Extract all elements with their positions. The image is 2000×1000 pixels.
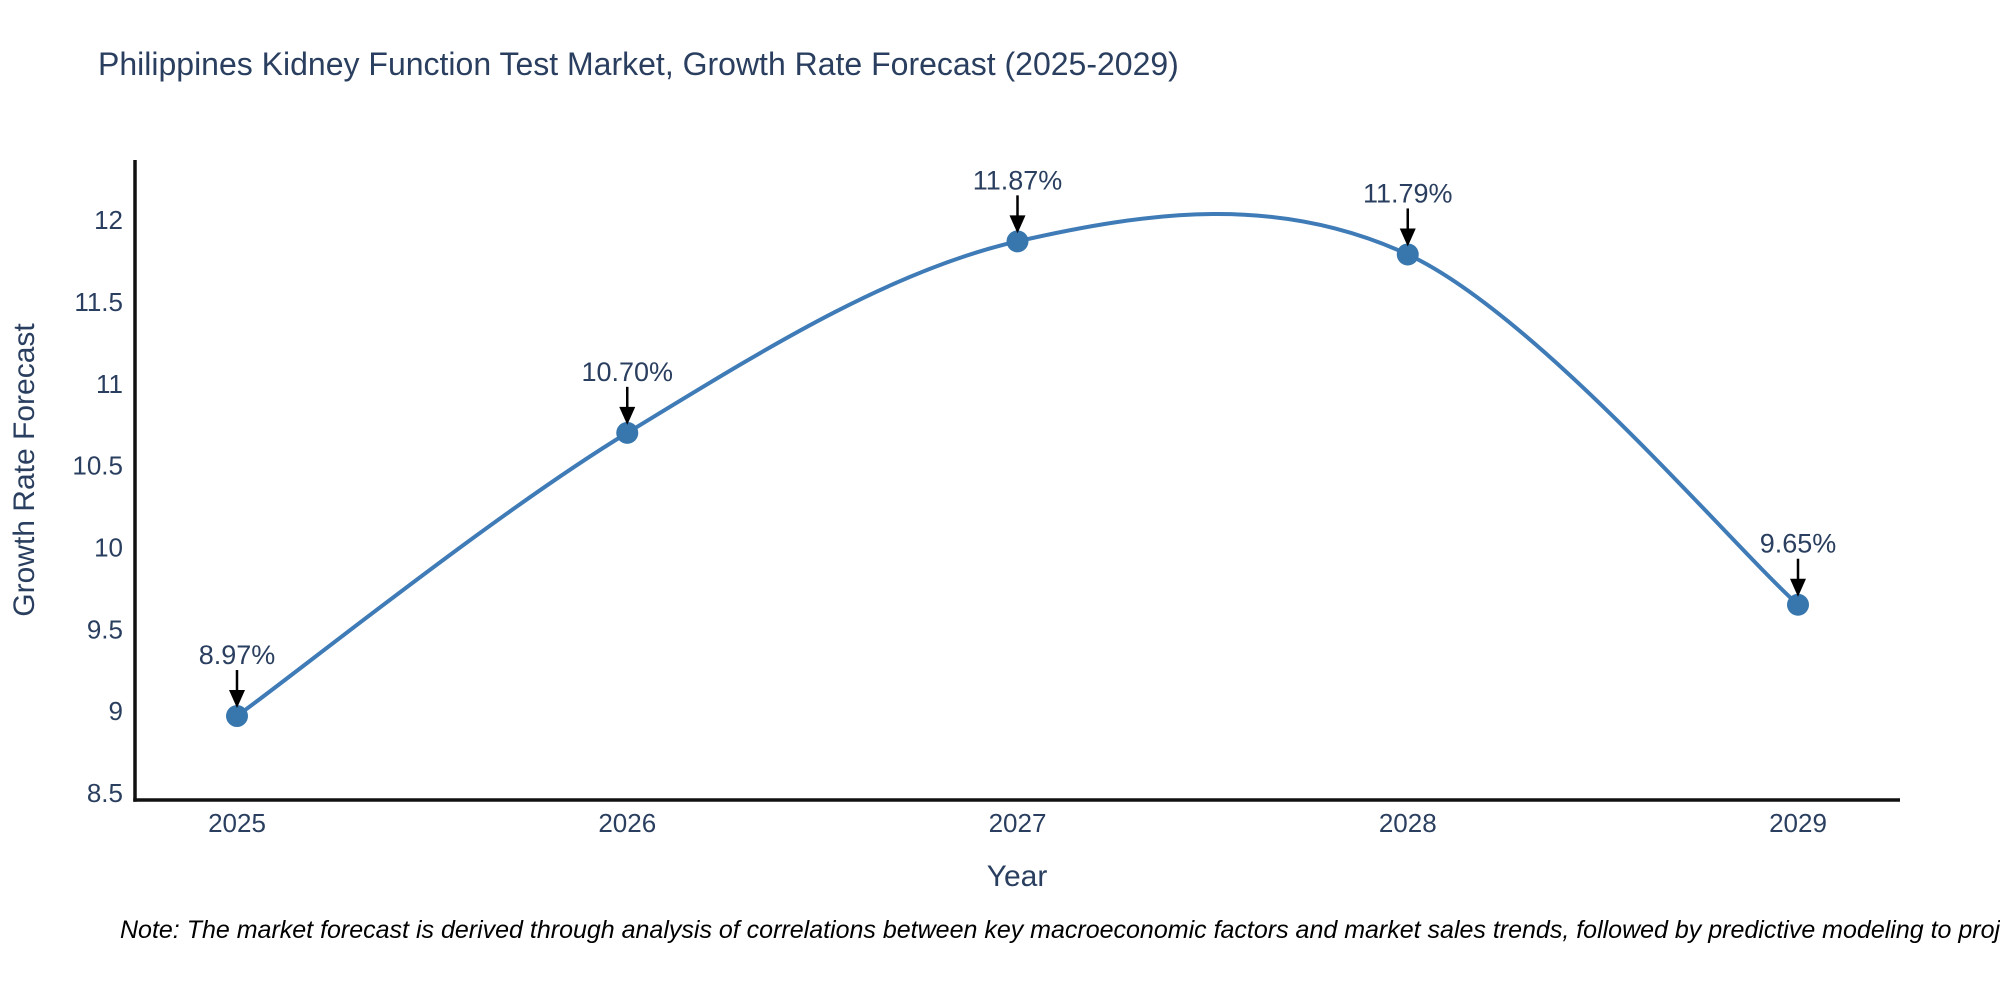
y-tick-label: 10.5 <box>72 451 123 481</box>
y-axis-title: Growth Rate Forecast <box>8 323 41 617</box>
annotation-arrowhead-icon <box>1790 578 1806 597</box>
annotation-label: 9.65% <box>1760 529 1837 559</box>
annotation-label: 8.97% <box>199 640 276 670</box>
annotation-label: 11.87% <box>973 165 1063 195</box>
y-tick-label: 12 <box>94 205 123 235</box>
chart-title: Philippines Kidney Function Test Market,… <box>98 46 1179 82</box>
annotation-label: 11.79% <box>1363 178 1453 208</box>
footnote: Note: The market forecast is derived thr… <box>120 916 2000 944</box>
annotation-arrowhead-icon <box>619 406 636 425</box>
y-tick-label: 9 <box>109 696 123 726</box>
annotation-label: 10.70% <box>581 357 673 387</box>
x-tick-label: 2027 <box>989 808 1047 838</box>
data-point-marker[interactable] <box>1396 243 1419 266</box>
x-tick-label: 2025 <box>208 808 266 838</box>
y-tick-label: 8.5 <box>87 778 123 808</box>
y-tick-label: 11.5 <box>74 287 123 317</box>
annotation-arrowhead-icon <box>229 690 245 709</box>
data-point-marker[interactable] <box>226 705 248 728</box>
x-axis-title: Year <box>986 860 1048 893</box>
y-tick-label: 10 <box>94 532 123 562</box>
y-tick-label: 11 <box>96 369 123 399</box>
x-tick-label: 2028 <box>1379 808 1437 838</box>
annotation-arrowhead-icon <box>1399 228 1416 247</box>
data-point-marker[interactable] <box>1006 230 1029 253</box>
y-tick-label: 9.5 <box>87 614 123 644</box>
annotation-arrowhead-icon <box>1009 215 1026 234</box>
x-tick-label: 2029 <box>1769 808 1827 838</box>
data-point-marker[interactable] <box>1787 593 1809 616</box>
data-point-marker[interactable] <box>616 421 639 444</box>
x-tick-label: 2026 <box>598 808 656 838</box>
series-line <box>235 212 1800 719</box>
